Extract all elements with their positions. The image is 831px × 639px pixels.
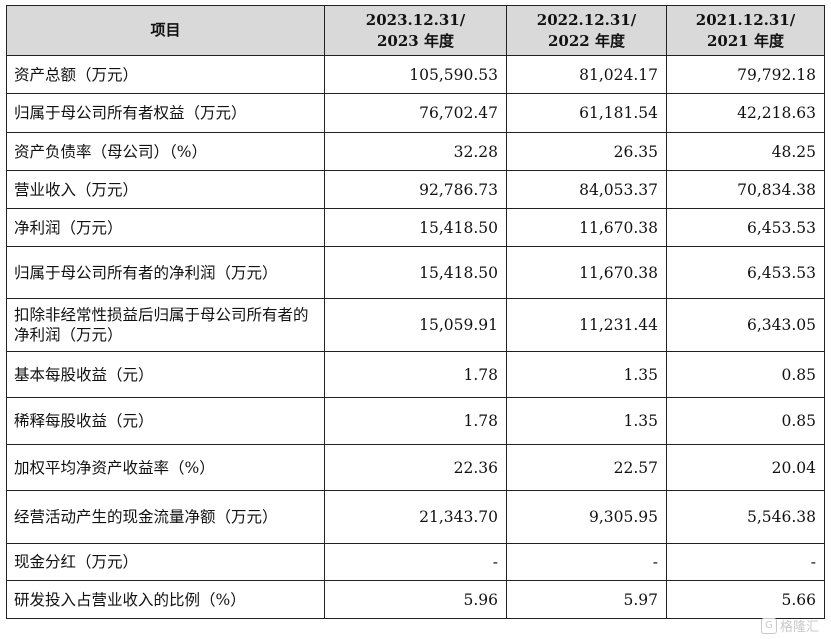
value-2023: 32.28	[324, 132, 507, 171]
value-2022: 9,305.95	[506, 490, 667, 544]
watermark-text: 格隆汇	[779, 620, 819, 635]
value-2021: 0.85	[666, 351, 825, 398]
value-2021: 70,834.38	[666, 170, 825, 209]
value-2022: 11,231.44	[506, 298, 667, 352]
header-2022: 2022.12.31/2022 年度	[506, 5, 667, 56]
table-row: 资产负债率（母公司）（%） 32.28 26.35 48.25	[6, 132, 825, 171]
value-2022: 81,024.17	[506, 55, 667, 94]
table-row: 研发投入占营业收入的比例（%） 5.96 5.97 5.66	[6, 580, 825, 619]
value-2023: 92,786.73	[324, 170, 507, 209]
value-2023: 21,343.70	[324, 490, 507, 544]
value-2023: 15,418.50	[324, 208, 507, 247]
value-2022: 5.97	[506, 580, 667, 619]
value-2021: 48.25	[666, 132, 825, 171]
value-2021: 5.66	[666, 580, 825, 619]
row-label: 净利润（万元）	[6, 208, 325, 247]
value-2023: 105,590.53	[324, 55, 507, 94]
table-row: 归属于母公司所有者的净利润（万元） 15,418.50 11,670.38 6,…	[6, 246, 825, 299]
value-2023: 1.78	[324, 351, 507, 398]
table-row: 扣除非经常性损益后归属于母公司所有者的净利润（万元） 15,059.91 11,…	[6, 298, 825, 352]
row-label: 资产总额（万元）	[6, 55, 325, 94]
table-row: 加权平均净资产收益率（%） 22.36 22.57 20.04	[6, 444, 825, 491]
value-2023: 1.78	[324, 397, 507, 445]
row-label: 归属于母公司所有者权益（万元）	[6, 93, 325, 133]
watermark: G 格隆汇	[760, 616, 819, 635]
table-row: 稀释每股收益（元） 1.78 1.35 0.85	[6, 397, 825, 445]
row-label: 研发投入占营业收入的比例（%）	[6, 580, 325, 619]
table-row: 资产总额（万元） 105,590.53 81,024.17 79,792.18	[6, 55, 825, 94]
logo-icon: G	[760, 617, 777, 634]
value-2022: 11,670.38	[506, 208, 667, 247]
row-label: 基本每股收益（元）	[6, 351, 325, 398]
value-2021: 5,546.38	[666, 490, 825, 544]
header-item: 项目	[6, 5, 325, 56]
row-label: 归属于母公司所有者的净利润（万元）	[6, 246, 325, 299]
value-2021: 20.04	[666, 444, 825, 491]
value-2023: 22.36	[324, 444, 507, 491]
row-label: 扣除非经常性损益后归属于母公司所有者的净利润（万元）	[6, 298, 325, 352]
header-row: 项目 2023.12.31/2023 年度 2022.12.31/2022 年度…	[6, 5, 825, 56]
table-row: 基本每股收益（元） 1.78 1.35 0.85	[6, 351, 825, 398]
table-row: 归属于母公司所有者权益（万元） 76,702.47 61,181.54 42,2…	[6, 93, 825, 133]
table-row: 营业收入（万元） 92,786.73 84,053.37 70,834.38	[6, 170, 825, 209]
row-label: 现金分红（万元）	[6, 543, 325, 581]
value-2022: 1.35	[506, 351, 667, 398]
value-2022: 61,181.54	[506, 93, 667, 133]
table-row: 净利润（万元） 15,418.50 11,670.38 6,453.53	[6, 208, 825, 247]
value-2022: 26.35	[506, 132, 667, 171]
table-row: 现金分红（万元） - - -	[6, 543, 825, 581]
value-2023: -	[324, 543, 507, 581]
row-label: 加权平均净资产收益率（%）	[6, 444, 325, 491]
value-2021: -	[666, 543, 825, 581]
row-label: 营业收入（万元）	[6, 170, 325, 209]
row-label: 经营活动产生的现金流量净额（万元）	[6, 490, 325, 544]
value-2022: -	[506, 543, 667, 581]
value-2022: 1.35	[506, 397, 667, 445]
header-2023: 2023.12.31/2023 年度	[324, 5, 507, 56]
value-2023: 15,059.91	[324, 298, 507, 352]
value-2022: 84,053.37	[506, 170, 667, 209]
value-2021: 6,453.53	[666, 246, 825, 299]
value-2022: 11,670.38	[506, 246, 667, 299]
value-2021: 0.85	[666, 397, 825, 445]
value-2022: 22.57	[506, 444, 667, 491]
value-2023: 15,418.50	[324, 246, 507, 299]
value-2021: 6,453.53	[666, 208, 825, 247]
financial-table: 项目 2023.12.31/2023 年度 2022.12.31/2022 年度…	[6, 5, 825, 619]
header-2021: 2021.12.31/2021 年度	[666, 5, 825, 56]
value-2023: 76,702.47	[324, 93, 507, 133]
row-label: 稀释每股收益（元）	[6, 397, 325, 445]
value-2023: 5.96	[324, 580, 507, 619]
row-label: 资产负债率（母公司）（%）	[6, 132, 325, 171]
value-2021: 6,343.05	[666, 298, 825, 352]
table-row: 经营活动产生的现金流量净额（万元） 21,343.70 9,305.95 5,5…	[6, 490, 825, 544]
value-2021: 79,792.18	[666, 55, 825, 94]
value-2021: 42,218.63	[666, 93, 825, 133]
